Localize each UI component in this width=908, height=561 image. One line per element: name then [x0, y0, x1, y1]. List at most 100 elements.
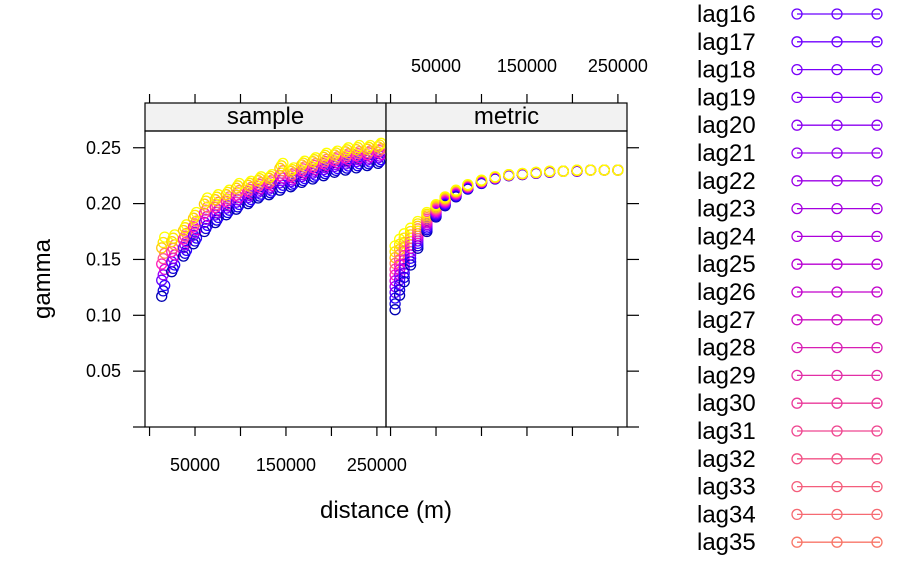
legend-marker: [871, 91, 883, 104]
point-sample: [201, 219, 214, 232]
legend-marker: [831, 397, 843, 409]
legend-marker: [831, 230, 843, 243]
strip-label-metric: metric: [474, 103, 539, 130]
y-axis-label: gamma: [29, 238, 56, 319]
legend-marker: [831, 425, 843, 437]
legend-item: lag23: [697, 196, 883, 223]
x-tick-label-top: 150000: [497, 56, 557, 76]
legend-marker: [871, 258, 883, 270]
legend-marker: [791, 258, 803, 270]
legend-marker: [871, 480, 883, 493]
x-axis-label: distance (m): [320, 497, 452, 524]
legend-marker: [871, 314, 883, 326]
point-metric: [398, 271, 410, 284]
legend-label: lag25: [697, 251, 756, 278]
point-metric: [530, 166, 542, 178]
strip-sample: [144, 102, 387, 132]
legend-marker: [871, 63, 883, 76]
x-tick-label-top: 250000: [588, 56, 648, 76]
points-metric: [389, 164, 624, 316]
legend-marker: [791, 8, 803, 20]
legend-label: lag28: [697, 335, 756, 362]
point-metric: [462, 178, 474, 191]
x-tick-label-top: 50000: [411, 56, 461, 76]
legend-label: lag24: [697, 223, 756, 250]
point-metric: [450, 184, 462, 196]
legend-label: lag18: [697, 57, 756, 84]
legend-marker: [791, 147, 803, 159]
point-metric: [571, 164, 583, 176]
legend-label: lag21: [697, 140, 756, 167]
legend-marker: [791, 508, 803, 521]
legend-marker: [871, 536, 883, 548]
legend-marker: [871, 147, 883, 159]
legend-marker: [831, 536, 843, 548]
legend-item: lag18: [697, 57, 883, 84]
point-metric: [584, 164, 597, 176]
legend-item: lag29: [697, 362, 883, 389]
point-metric: [612, 164, 624, 176]
point-metric: [598, 164, 610, 176]
legend-marker: [871, 175, 883, 187]
legend-item: lag24: [697, 223, 883, 250]
legend-item: lag35: [697, 529, 883, 556]
legend-marker: [831, 508, 843, 521]
point-sample: [201, 210, 214, 222]
point-sample: [157, 236, 169, 249]
legend-label: lag33: [697, 474, 756, 501]
legend-marker: [791, 369, 803, 382]
legend-item: lag32: [697, 446, 883, 473]
y-tick-label: 0.10: [86, 305, 121, 325]
legend-marker: [791, 202, 803, 215]
legend-marker: [831, 369, 843, 382]
point-sample: [156, 242, 168, 254]
legend-marker: [831, 453, 843, 465]
legend-label: lag16: [697, 1, 756, 28]
legend-marker: [871, 36, 883, 48]
legend-marker: [791, 536, 803, 548]
y-tick-label: 0.20: [86, 194, 121, 214]
point-metric: [389, 298, 401, 310]
legend-marker: [871, 119, 883, 131]
points-sample: [156, 137, 387, 302]
point-sample: [275, 160, 288, 172]
legend-marker: [871, 508, 883, 521]
legend-marker: [831, 175, 843, 187]
legend-item: lag31: [697, 418, 883, 445]
legend-marker: [791, 119, 803, 131]
legend-marker: [831, 147, 843, 159]
legend-label: lag17: [697, 29, 756, 56]
point-sample: [159, 279, 171, 292]
point-metric: [398, 258, 410, 270]
legend-marker: [791, 341, 803, 354]
legend-item: lag21: [697, 140, 883, 167]
point-sample: [157, 285, 169, 297]
point-sample: [277, 157, 289, 170]
legend-marker: [791, 425, 803, 437]
legend-item: lag20: [697, 112, 883, 139]
legend-marker: [831, 480, 843, 493]
point-metric: [544, 165, 556, 177]
legend-label: lag22: [697, 168, 756, 195]
point-metric: [439, 191, 451, 203]
x-tick-label-bottom: 150000: [256, 455, 316, 475]
point-metric: [389, 304, 401, 316]
y-tick-label: 0.15: [86, 249, 121, 269]
legend-marker: [871, 230, 883, 243]
y-tick-label: 0.05: [86, 361, 121, 381]
point-sample: [296, 159, 308, 171]
panel-frame-metric: [385, 130, 628, 428]
point-metric: [398, 249, 410, 262]
legend-item: lag27: [697, 307, 883, 334]
x-tick-label-bottom: 50000: [170, 455, 220, 475]
legend-item: lag26: [697, 279, 883, 306]
legend-label: lag20: [697, 112, 756, 139]
legend-marker: [831, 8, 843, 20]
point-sample: [361, 143, 373, 155]
legend-marker: [791, 314, 803, 326]
point-metric: [516, 167, 529, 180]
legend-label: lag35: [697, 529, 756, 556]
point-metric: [398, 232, 410, 244]
x-tick-label-bottom: 250000: [347, 455, 407, 475]
point-metric: [398, 245, 410, 257]
